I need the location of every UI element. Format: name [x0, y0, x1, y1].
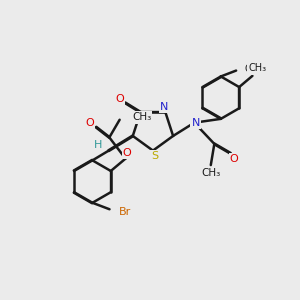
Text: CH₃: CH₃: [245, 64, 263, 74]
Text: N: N: [160, 102, 168, 112]
Text: N: N: [192, 118, 200, 128]
Text: H: H: [94, 140, 103, 150]
Text: S: S: [151, 151, 158, 161]
Text: O: O: [123, 148, 131, 158]
Text: O: O: [230, 154, 239, 164]
Text: Br: Br: [119, 207, 131, 217]
Text: CH₃: CH₃: [201, 168, 220, 178]
Text: O: O: [116, 94, 124, 104]
Text: O: O: [85, 118, 94, 128]
Text: CH₃: CH₃: [248, 63, 267, 73]
Text: CH₃: CH₃: [132, 112, 151, 122]
